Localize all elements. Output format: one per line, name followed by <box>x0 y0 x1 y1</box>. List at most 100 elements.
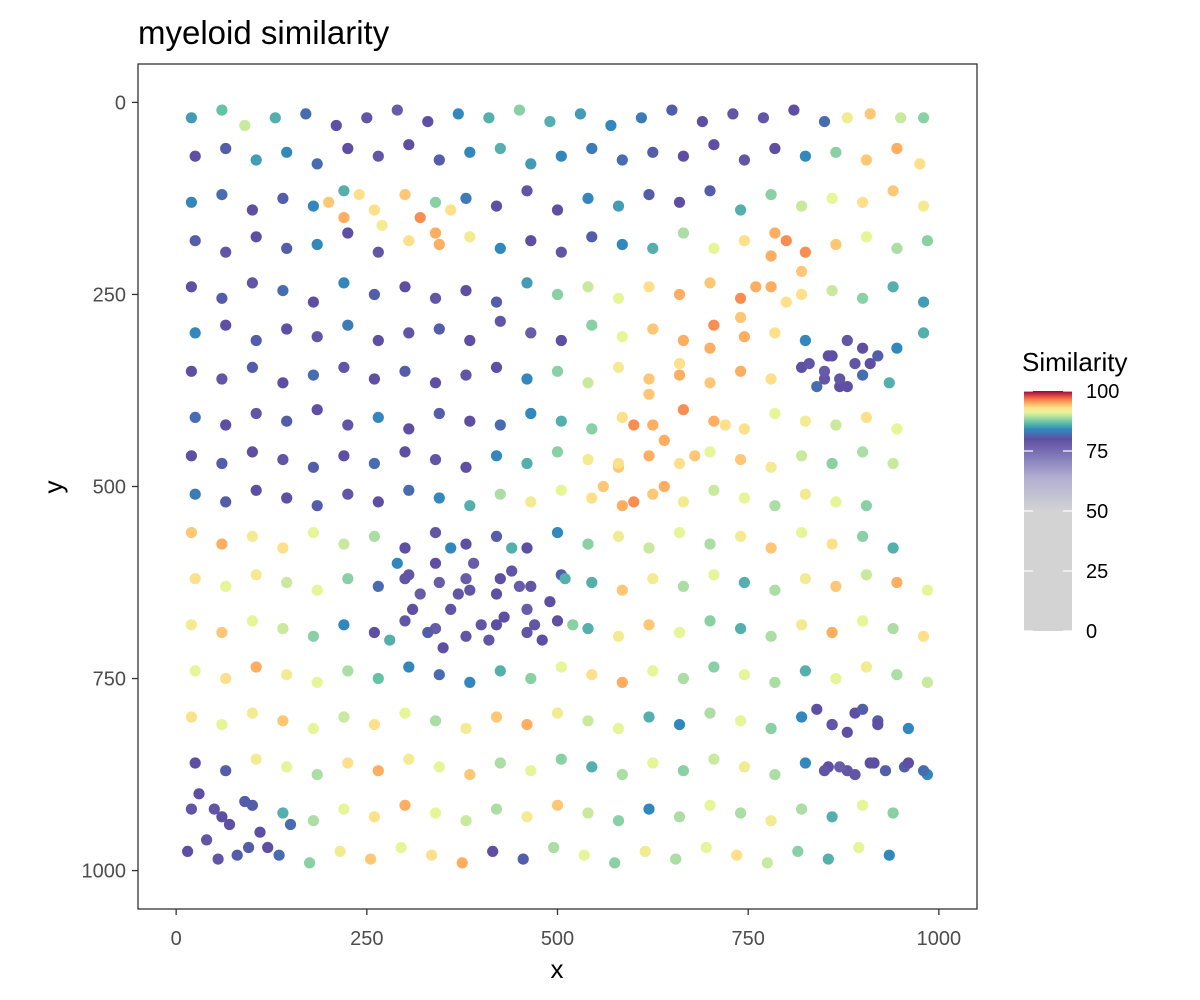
data-point <box>433 669 445 681</box>
data-point <box>220 765 232 777</box>
data-point <box>342 573 354 585</box>
data-point <box>612 292 625 304</box>
data-point <box>796 619 808 631</box>
data-point <box>464 769 476 781</box>
data-point <box>551 204 564 216</box>
data-point <box>735 292 747 304</box>
data-point <box>426 849 438 861</box>
data-point <box>403 327 415 339</box>
data-point <box>769 500 781 512</box>
data-point <box>521 811 533 823</box>
data-point <box>891 242 903 254</box>
data-point <box>780 296 792 308</box>
data-point <box>372 150 384 162</box>
data-point <box>818 365 831 377</box>
data-point <box>689 450 701 462</box>
data-point <box>818 373 831 385</box>
data-point <box>460 630 472 642</box>
data-point <box>307 815 319 827</box>
data-point <box>864 358 876 370</box>
data-point <box>254 826 266 838</box>
data-point <box>765 373 777 385</box>
data-point <box>872 719 884 731</box>
data-point <box>677 672 690 685</box>
data-point <box>902 722 915 735</box>
data-point <box>468 557 480 569</box>
data-point <box>796 711 808 723</box>
data-point <box>769 584 781 596</box>
data-point <box>464 676 476 689</box>
data-point <box>826 719 838 731</box>
data-point <box>307 527 319 539</box>
data-point <box>338 619 350 631</box>
data-point <box>494 665 506 677</box>
data-point <box>616 676 628 689</box>
data-point <box>246 204 258 216</box>
data-point <box>403 139 415 151</box>
data-point <box>612 200 625 212</box>
data-point <box>597 480 609 493</box>
legend-tick-label: 50 <box>1086 501 1108 523</box>
data-point <box>921 676 934 689</box>
data-point <box>281 576 293 589</box>
data-point <box>883 849 895 861</box>
data-point <box>521 626 533 639</box>
data-point <box>220 142 232 155</box>
data-point <box>612 722 625 735</box>
data-point <box>490 803 503 815</box>
data-point <box>281 492 293 504</box>
data-point <box>857 530 869 543</box>
data-point <box>796 288 808 301</box>
data-point <box>399 799 411 811</box>
data-point <box>765 189 777 201</box>
data-point <box>799 334 812 347</box>
data-point <box>433 576 445 589</box>
data-point <box>616 331 628 343</box>
points-layer <box>182 104 934 869</box>
data-point <box>555 661 567 673</box>
data-point <box>574 108 587 120</box>
data-point <box>277 715 289 727</box>
data-point <box>281 415 293 427</box>
data-point <box>429 292 442 304</box>
data-point <box>887 185 899 197</box>
data-point <box>818 765 831 777</box>
data-point <box>464 584 476 596</box>
data-point <box>368 204 380 216</box>
data-point <box>586 319 598 331</box>
data-point <box>525 672 537 685</box>
data-point <box>708 242 720 254</box>
data-point <box>860 154 873 166</box>
data-point <box>525 327 537 339</box>
data-point <box>818 116 831 128</box>
data-point <box>704 277 716 289</box>
data-point <box>452 588 464 600</box>
data-point <box>738 235 751 247</box>
data-point <box>399 615 411 627</box>
data-point <box>673 811 686 823</box>
data-point <box>262 841 274 854</box>
data-point <box>403 423 415 435</box>
data-point <box>826 285 838 297</box>
data-point <box>494 488 506 500</box>
data-point <box>765 281 777 293</box>
data-point <box>342 142 354 155</box>
data-point <box>307 200 319 212</box>
data-point <box>342 419 354 431</box>
data-point <box>895 112 907 124</box>
data-point <box>582 538 594 550</box>
data-point <box>490 619 503 631</box>
data-point <box>483 112 495 124</box>
data-point <box>735 204 747 216</box>
data-point <box>799 246 812 258</box>
data-point <box>239 795 251 808</box>
data-point <box>708 753 720 765</box>
data-point <box>658 434 670 446</box>
data-point <box>338 185 350 197</box>
data-point <box>403 661 415 673</box>
x-tick-label: 0 <box>171 928 182 950</box>
data-point <box>273 849 285 861</box>
data-point <box>796 450 808 462</box>
data-point <box>555 484 567 496</box>
